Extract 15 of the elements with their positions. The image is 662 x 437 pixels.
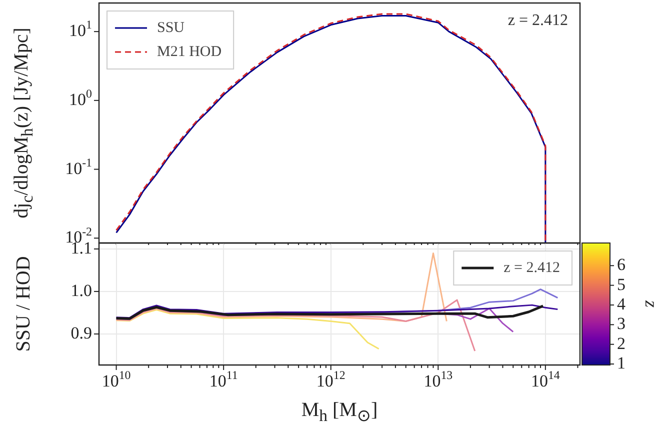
x-axis-title: M$_{h}$ [M$_{⊙}$] [301,399,378,426]
color-bar-label: 1 [617,353,626,372]
color-bar-label: 4 [617,294,626,314]
color-bar-label: 5 [617,274,626,294]
color-bar-title: z [641,299,662,308]
y-tick-label: 1.0 [70,280,92,300]
color-bar-label: 3 [617,314,626,334]
annotation: z = 2.412 [508,12,568,30]
color-bar-label: 2 [617,334,626,353]
y-axis-title: SSU / HOD [12,256,36,352]
legend-label: z = 2.412 [504,260,560,276]
legend-label: SSU [157,20,185,36]
color-bar-label: 6 [617,255,626,274]
legend-label: M21 HOD [157,44,222,60]
y-tick-label: 0.9 [70,323,92,342]
